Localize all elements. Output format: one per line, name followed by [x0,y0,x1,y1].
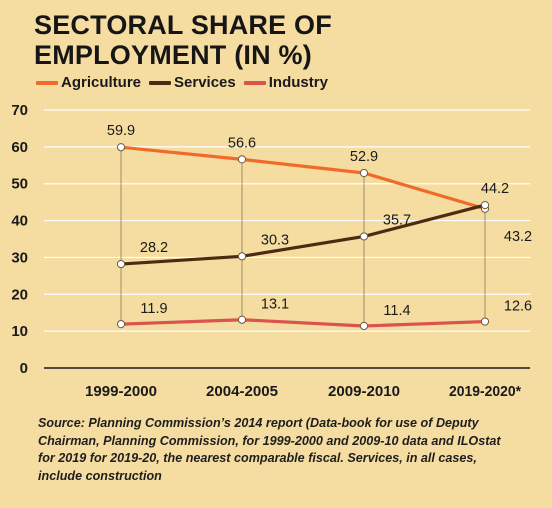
x-tick-label-0: 1999-2000 [85,383,157,400]
data-point-industry-1 [237,315,247,324]
y-tick-label-20: 20 [11,286,28,303]
data-point-services-3 [480,200,490,210]
data-label-services-0: 28.2 [140,240,168,256]
y-tick-label-40: 40 [11,213,28,230]
legend-item-agriculture: Agriculture [36,74,141,91]
source-note: Source: Planning Commission’s 2014 repor… [38,416,501,483]
data-point-industry-3 [480,317,490,326]
data-label-services-1: 30.3 [261,232,289,248]
legend-swatch-agriculture [36,80,58,85]
legend-item-industry: Industry [243,74,328,91]
legend-label-agriculture: Agriculture [61,74,142,91]
data-label-industry-2: 11.4 [383,303,410,319]
x-tick-label-3: 2019-2020* [449,383,521,400]
data-point-services-1 [237,252,247,261]
y-tick-label-10: 10 [11,323,28,340]
y-tick-label-30: 30 [11,249,28,266]
data-point-agriculture-0 [116,143,126,152]
data-point-services-2 [359,232,369,241]
data-label-agriculture-3: 43.2 [504,229,532,245]
x-tick-label-2: 2009-2010 [328,383,400,400]
y-tick-label-0: 0 [20,360,28,377]
data-label-industry-0: 11.9 [140,301,167,317]
legend-label-services: Services [174,74,236,91]
x-tick-label-1: 2004-2005 [206,383,278,400]
series-line-industry [119,318,487,328]
series-line-services [119,203,487,266]
data-label-agriculture-0: 59.9 [107,123,135,139]
legend-item-services: Services [149,74,236,91]
data-label-industry-1: 13.1 [261,297,289,313]
y-tick-label-50: 50 [11,176,28,193]
legend-label-industry: Industry [268,74,328,91]
legend-swatch-services [149,80,172,85]
chart-title-line-2: EMPLOYMENT (IN %) [34,40,312,70]
data-label-agriculture-1: 56.6 [228,135,256,151]
legend-swatch-industry [243,80,266,85]
data-point-agriculture-2 [359,168,369,178]
y-tick-label-60: 60 [11,139,28,156]
data-point-industry-2 [359,321,369,331]
series-line-agriculture [119,145,487,211]
data-point-agriculture-1 [237,155,247,164]
chart-title-line-1: SECTORAL SHARE OF [34,10,332,40]
data-label-industry-3: 12.6 [504,299,532,315]
data-point-industry-0 [116,320,126,329]
data-point-services-0 [116,259,126,269]
chart-title: SECTORAL SHARE OF EMPLOYMENT (IN %) [34,10,332,70]
data-label-services-3: 44.2 [481,181,509,197]
y-tick-label-70: 70 [11,102,28,119]
chart-legend: Agriculture Services Industry [36,74,336,91]
data-label-agriculture-2: 52.9 [350,149,378,165]
data-label-services-2: 35.7 [383,212,411,228]
